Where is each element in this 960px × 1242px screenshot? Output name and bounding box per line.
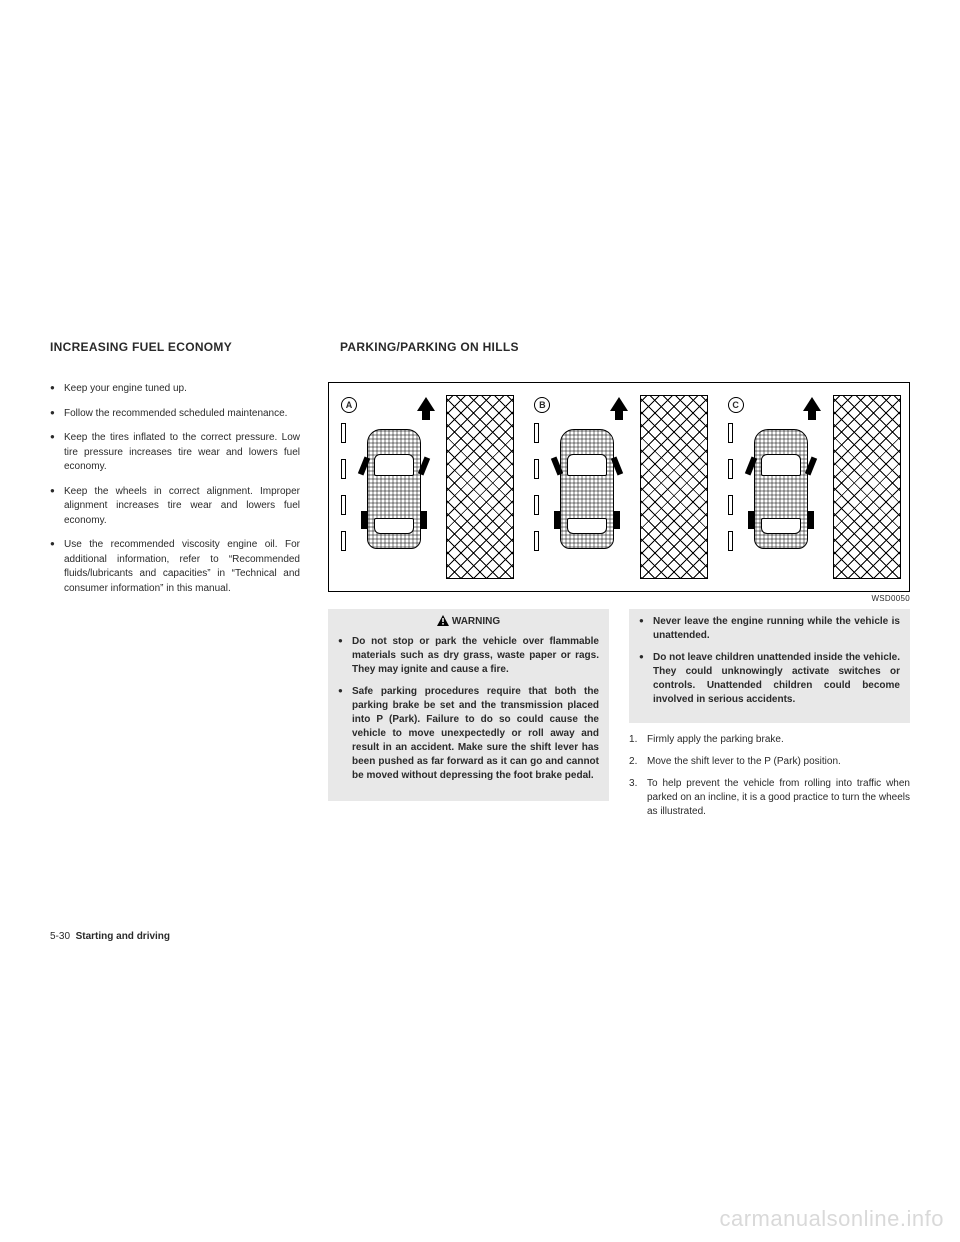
list-item: Move the shift lever to the P (Park) pos…: [629, 755, 910, 769]
list-item: Firmly apply the parking brake.: [629, 733, 910, 747]
headings-row: INCREASING FUEL ECONOMY PARKING/PARKING …: [50, 340, 910, 354]
lane-dashes: [341, 423, 351, 579]
list-item: Safe parking procedures require that bot…: [338, 685, 599, 783]
heading-fuel-economy: INCREASING FUEL ECONOMY: [50, 340, 300, 354]
parking-diagram: A B: [328, 382, 910, 592]
warning-list: Do not stop or park the vehicle over fla…: [338, 635, 599, 783]
diagram-panel-a: A: [329, 383, 522, 591]
warning-title: WARNING: [452, 616, 500, 627]
section-title: Starting and driving: [76, 931, 170, 942]
car-icon: [367, 429, 421, 549]
warning-box: WARNING Do not stop or park the vehicle …: [328, 609, 609, 801]
watermark: carmanualsonline.info: [719, 1206, 944, 1232]
curb-hatch: [446, 395, 514, 579]
warning-box-continued: Never leave the engine running while the…: [629, 609, 910, 723]
page-content: INCREASING FUEL ECONOMY PARKING/PARKING …: [50, 340, 910, 827]
list-item: Keep the tires inflated to the correct p…: [50, 431, 300, 475]
lower-two-columns: WARNING Do not stop or park the vehicle …: [328, 609, 910, 827]
warning-heading: WARNING: [338, 615, 599, 629]
list-item: Do not stop or park the vehicle over fla…: [338, 635, 599, 677]
curb-hatch: [833, 395, 901, 579]
lane-dashes: [728, 423, 738, 579]
list-item: To help prevent the vehicle from rolling…: [629, 777, 910, 819]
arrow-icon: [610, 397, 628, 411]
lane-dashes: [534, 423, 544, 579]
parking-steps: Firmly apply the parking brake. Move the…: [629, 733, 910, 819]
list-item: Do not leave children unattended inside …: [639, 651, 900, 707]
panel-label-b: B: [534, 397, 550, 413]
page-footer: 5-30 Starting and driving: [50, 931, 170, 942]
column-parking: A B: [328, 382, 910, 827]
content-columns: Keep your engine tuned up. Follow the re…: [50, 382, 910, 827]
diagram-panel-b: B: [522, 383, 715, 591]
car-icon: [560, 429, 614, 549]
steps-column: Never leave the engine running while the…: [629, 609, 910, 827]
warning-icon: [437, 615, 449, 626]
fuel-economy-list: Keep your engine tuned up. Follow the re…: [50, 382, 300, 596]
list-item: Keep the wheels in correct alignment. Im…: [50, 485, 300, 529]
car-icon: [754, 429, 808, 549]
page-number: 5-30: [50, 931, 70, 942]
warning-list-continued: Never leave the engine running while the…: [639, 615, 900, 707]
list-item: Never leave the engine running while the…: [639, 615, 900, 643]
arrow-icon: [803, 397, 821, 411]
panel-label-c: C: [728, 397, 744, 413]
heading-parking: PARKING/PARKING ON HILLS: [340, 340, 519, 354]
column-fuel-economy: Keep your engine tuned up. Follow the re…: [50, 382, 300, 827]
warning-column: WARNING Do not stop or park the vehicle …: [328, 609, 609, 827]
curb-hatch: [640, 395, 708, 579]
list-item: Keep your engine tuned up.: [50, 382, 300, 397]
diagram-panel-c: C: [716, 383, 909, 591]
panel-label-a: A: [341, 397, 357, 413]
list-item: Use the recommended viscosity engine oil…: [50, 538, 300, 596]
arrow-icon: [417, 397, 435, 411]
figure-code: WSD0050: [328, 594, 910, 603]
list-item: Follow the recommended scheduled mainten…: [50, 407, 300, 422]
